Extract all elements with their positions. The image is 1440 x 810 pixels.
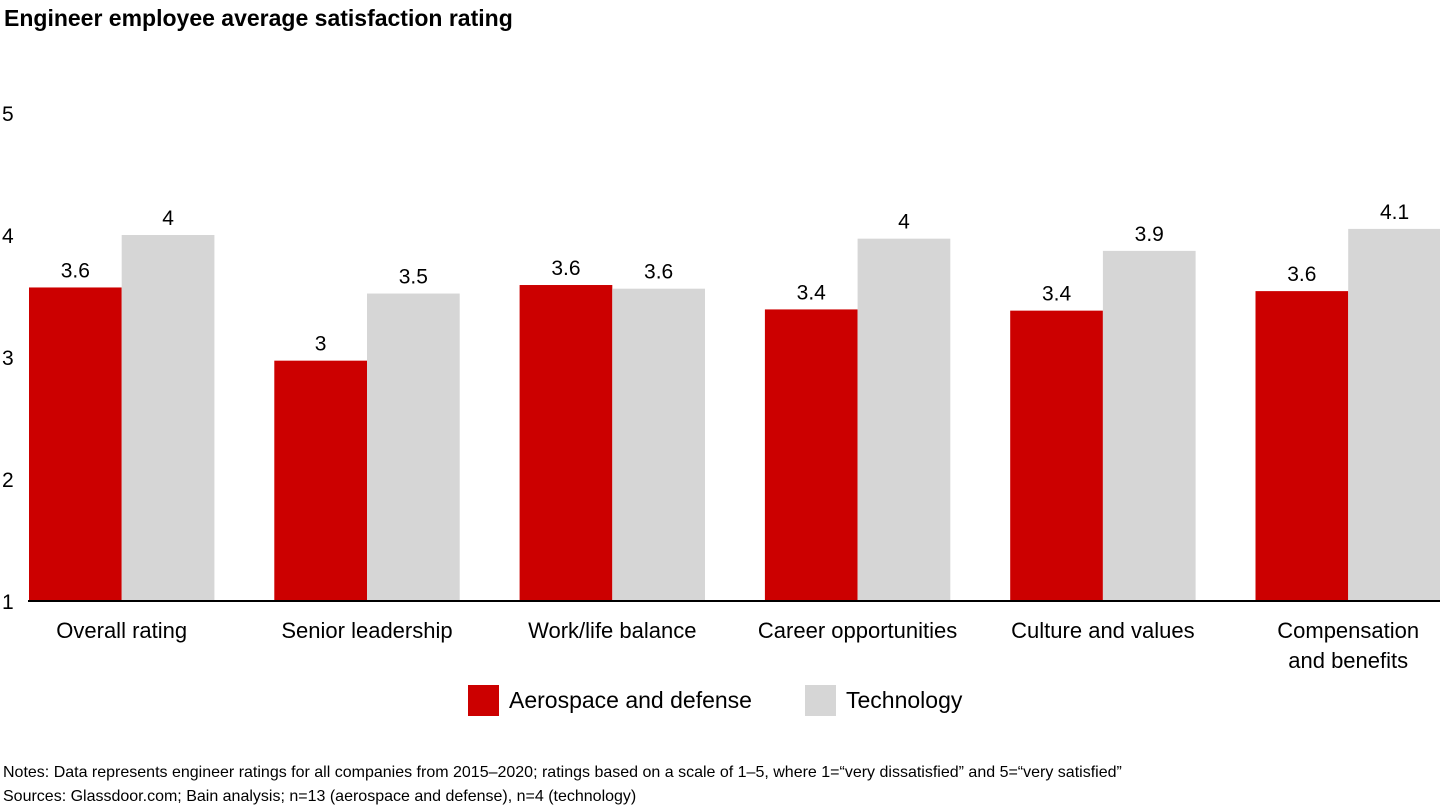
- bar-chart: 1 2 3 4 5 3.6 4 Overall rating 3 3.5 Senior leader…: [2, 103, 1440, 673]
- y-tick-label: 2: [2, 469, 14, 492]
- bar: [29, 287, 122, 601]
- y-tick-label: 1: [2, 591, 14, 614]
- bar: [1102, 250, 1196, 602]
- bar: [121, 235, 215, 601]
- x-tick-label: Work/life balance: [528, 618, 696, 643]
- x-tick-label: Career opportunities: [758, 618, 957, 643]
- legend-item-aerospace: Aerospace and defense: [468, 685, 752, 716]
- legend-swatch-technology: [805, 685, 836, 716]
- bar: [857, 238, 951, 601]
- data-label: 3.6: [551, 257, 580, 280]
- bar: [1348, 228, 1440, 601]
- data-label: 4: [898, 211, 910, 234]
- data-label: 3.6: [1287, 263, 1316, 286]
- data-label: 3.6: [644, 261, 673, 284]
- bar: [1255, 291, 1349, 601]
- x-tick-label: Compensation: [1277, 618, 1419, 643]
- bar: [274, 360, 367, 601]
- x-tick-label: and benefits: [1288, 648, 1408, 673]
- y-tick-label: 3: [2, 347, 14, 370]
- chart-title: Engineer employee average satisfaction r…: [4, 5, 513, 31]
- legend-item-technology: Technology: [805, 685, 962, 716]
- bar: [1010, 310, 1103, 601]
- data-label: 4: [162, 207, 174, 230]
- data-label: 3.4: [1042, 283, 1072, 306]
- data-label: 3.4: [797, 281, 827, 304]
- x-tick-label: Culture and values: [1011, 618, 1194, 643]
- notes-text: Notes: Data represents engineer ratings …: [3, 764, 1122, 781]
- data-label: 3.9: [1135, 223, 1164, 246]
- x-tick-label: Senior leadership: [281, 618, 452, 643]
- bar: [519, 285, 613, 601]
- data-label: 3.6: [61, 259, 90, 282]
- x-tick-label: Overall rating: [56, 618, 187, 643]
- legend-label: Aerospace and defense: [509, 687, 752, 713]
- data-label: 3.5: [399, 266, 428, 289]
- bar: [612, 288, 705, 601]
- bar: [764, 309, 858, 601]
- data-label: 4.1: [1380, 201, 1409, 224]
- y-tick-label: 5: [2, 103, 14, 126]
- bar: [367, 293, 460, 601]
- sources-text: Sources: Glassdoor.com; Bain analysis; n…: [3, 788, 637, 805]
- legend-swatch-aerospace: [468, 685, 499, 716]
- legend-label: Technology: [846, 687, 963, 713]
- data-label: 3: [315, 333, 327, 356]
- y-tick-label: 4: [2, 225, 14, 248]
